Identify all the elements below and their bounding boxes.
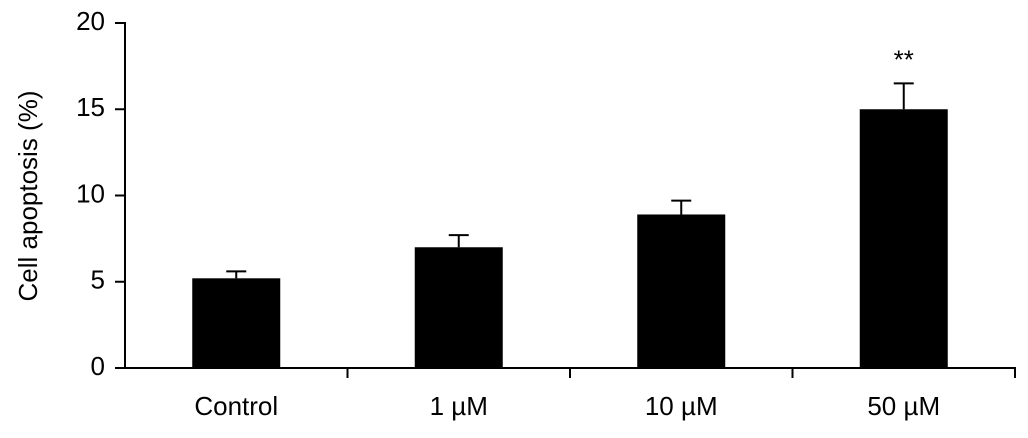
y-tick-label: 5 — [91, 265, 105, 295]
bar — [192, 278, 281, 368]
bar — [637, 214, 726, 368]
y-tick-label: 10 — [76, 178, 105, 208]
significance-marker: ** — [894, 44, 914, 74]
y-axis-label: Cell apoptosis (%) — [13, 91, 43, 302]
y-tick-label: 15 — [76, 92, 105, 122]
y-tick-label: 20 — [76, 6, 105, 36]
x-tick-label: 1 µM — [430, 391, 488, 421]
y-tick-label: 0 — [91, 351, 105, 381]
x-tick-label: 50 µM — [867, 391, 940, 421]
bar — [414, 247, 503, 368]
bar — [859, 109, 948, 368]
x-tick-label: Control — [194, 391, 278, 421]
x-tick-label: 10 µM — [645, 391, 718, 421]
